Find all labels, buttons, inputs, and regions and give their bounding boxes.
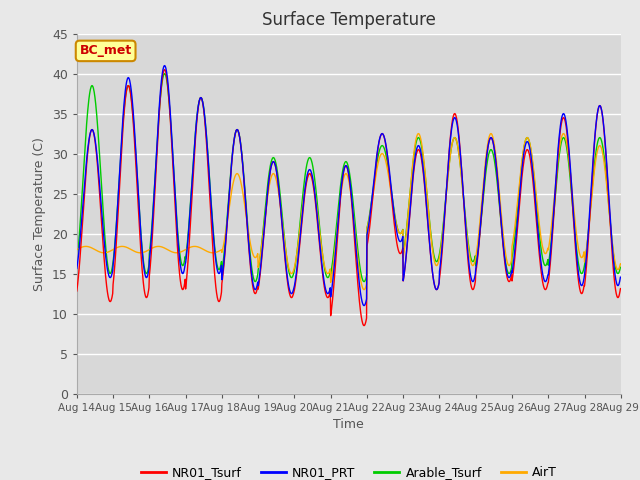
Y-axis label: Surface Temperature (C): Surface Temperature (C) [33, 137, 46, 290]
X-axis label: Time: Time [333, 418, 364, 431]
Text: BC_met: BC_met [79, 44, 132, 58]
Legend: NR01_Tsurf, NR01_PRT, Arable_Tsurf, AirT: NR01_Tsurf, NR01_PRT, Arable_Tsurf, AirT [136, 461, 562, 480]
Title: Surface Temperature: Surface Temperature [262, 11, 436, 29]
